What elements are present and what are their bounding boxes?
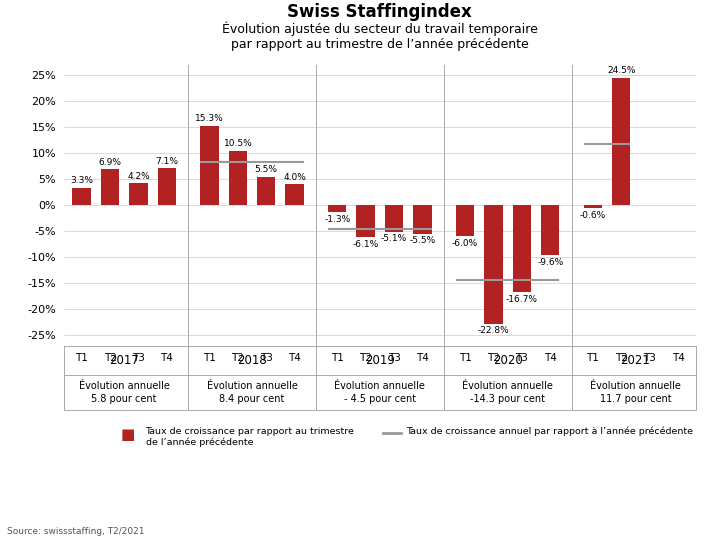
Text: Source: swissstaffing, T2/2021: Source: swissstaffing, T2/2021 bbox=[7, 526, 145, 536]
Text: 4.2%: 4.2% bbox=[127, 172, 150, 181]
Text: -5.1%: -5.1% bbox=[381, 234, 407, 244]
Text: 2017: 2017 bbox=[109, 354, 139, 367]
Text: Swiss Staffingindex: Swiss Staffingindex bbox=[288, 3, 472, 21]
Bar bbox=[513, 205, 531, 292]
Text: -1.3%: -1.3% bbox=[324, 214, 350, 224]
Bar bbox=[257, 177, 275, 205]
Text: Évolution annuelle
- 4.5 pour cent: Évolution annuelle - 4.5 pour cent bbox=[334, 381, 425, 404]
Text: Évolution annuelle
5.8 pour cent: Évolution annuelle 5.8 pour cent bbox=[79, 381, 170, 404]
Bar bbox=[456, 205, 474, 237]
Text: 5.5%: 5.5% bbox=[255, 165, 278, 174]
Text: 4.0%: 4.0% bbox=[283, 173, 306, 182]
Bar bbox=[200, 126, 219, 205]
Text: 2021: 2021 bbox=[621, 354, 650, 367]
Bar bbox=[612, 78, 630, 205]
Text: 10.5%: 10.5% bbox=[224, 139, 252, 148]
Text: Évolution ajustée du secteur du travail temporaire
par rapport au trimestre de l: Évolution ajustée du secteur du travail … bbox=[222, 22, 537, 51]
Bar bbox=[285, 184, 304, 205]
Text: Évolution annuelle
8.4 pour cent: Évolution annuelle 8.4 pour cent bbox=[207, 381, 297, 404]
Text: Évolution annuelle
11.7 pour cent: Évolution annuelle 11.7 pour cent bbox=[590, 381, 681, 404]
Bar bbox=[584, 205, 602, 208]
Bar bbox=[541, 205, 559, 255]
Text: -16.7%: -16.7% bbox=[506, 295, 538, 303]
Text: -6.1%: -6.1% bbox=[353, 240, 378, 248]
Text: 2019: 2019 bbox=[365, 354, 395, 367]
Bar bbox=[385, 205, 403, 232]
Text: 2018: 2018 bbox=[237, 354, 267, 367]
Bar bbox=[356, 205, 375, 237]
Text: 24.5%: 24.5% bbox=[607, 66, 635, 75]
Bar bbox=[229, 151, 247, 205]
Text: ■: ■ bbox=[121, 427, 135, 442]
Bar bbox=[101, 170, 119, 205]
Text: -9.6%: -9.6% bbox=[537, 258, 563, 267]
Bar bbox=[328, 205, 346, 212]
Text: -22.8%: -22.8% bbox=[478, 326, 509, 335]
Bar bbox=[158, 168, 176, 205]
Text: 6.9%: 6.9% bbox=[99, 158, 121, 167]
Bar bbox=[129, 184, 148, 205]
Text: -0.6%: -0.6% bbox=[580, 211, 606, 220]
Text: 3.3%: 3.3% bbox=[70, 177, 93, 185]
Bar bbox=[72, 188, 91, 205]
Bar bbox=[413, 205, 432, 234]
Text: 2020: 2020 bbox=[493, 354, 523, 367]
Text: Évolution annuelle
-14.3 pour cent: Évolution annuelle -14.3 pour cent bbox=[462, 381, 553, 404]
Text: -6.0%: -6.0% bbox=[452, 239, 478, 248]
Text: 15.3%: 15.3% bbox=[195, 114, 224, 123]
Text: Taux de croissance par rapport au trimestre
de l’année précédente: Taux de croissance par rapport au trimes… bbox=[146, 427, 354, 447]
Text: 7.1%: 7.1% bbox=[155, 157, 178, 166]
Text: Taux de croissance annuel par rapport à l’année précédente: Taux de croissance annuel par rapport à … bbox=[406, 427, 693, 436]
Bar bbox=[484, 205, 503, 324]
Text: -5.5%: -5.5% bbox=[410, 237, 435, 245]
